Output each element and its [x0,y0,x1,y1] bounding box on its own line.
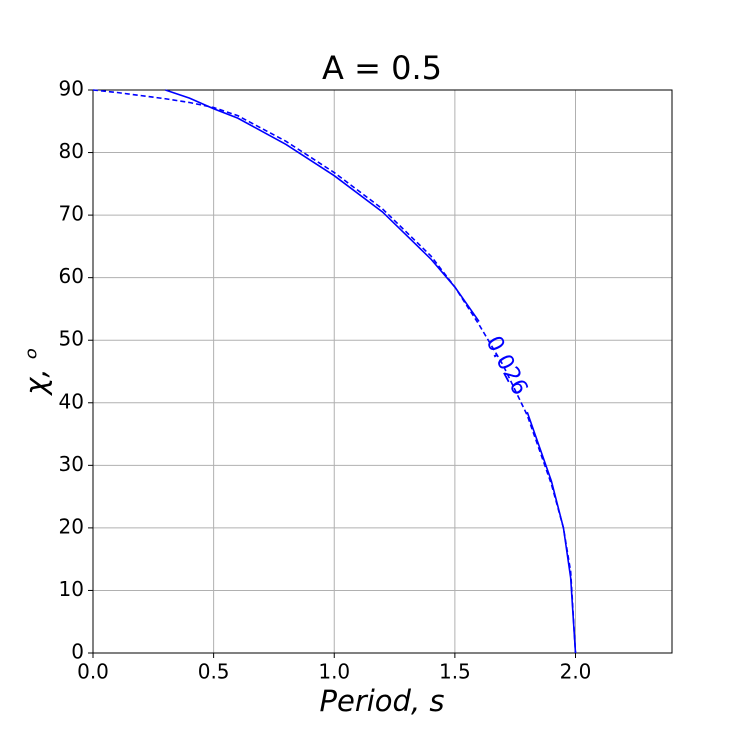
x-tick-label: 0.0 [77,660,109,684]
y-tick-label: 10 [59,577,84,601]
y-tick-label: 0 [71,640,84,664]
y-tick-label: 40 [59,389,84,413]
x-tick-label: 0.5 [198,660,230,684]
contour-label: 0.026 [481,332,533,399]
x-tick-label: 1.0 [318,660,350,684]
y-tick-label: 90 [59,77,84,101]
x-axis-label: Period, s [319,684,444,718]
y-tick-label: 80 [59,139,84,163]
y-axis-label: χ, ᵒ [19,347,53,397]
y-tick-label: 70 [59,202,84,226]
chart-title: A = 0.5 [322,49,442,87]
y-tick-label: 30 [59,452,84,476]
y-tick-label: 60 [59,264,84,288]
y-tick-label: 20 [59,514,84,538]
x-tick-label: 2.0 [560,660,592,684]
y-tick-label: 50 [59,327,84,351]
plot-frame [92,89,673,654]
series-line [92,89,577,654]
x-tick-label: 1.5 [439,660,471,684]
